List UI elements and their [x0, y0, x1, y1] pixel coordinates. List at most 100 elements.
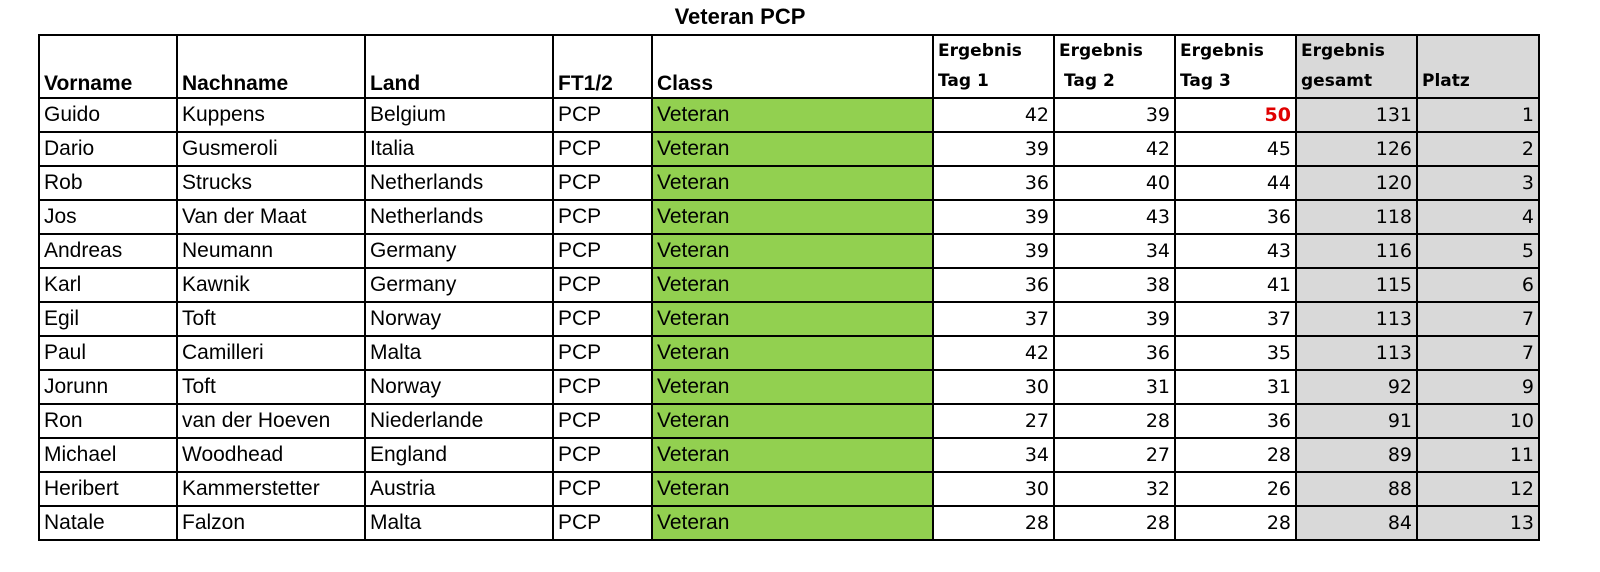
cell-gesamt: 113 — [1295, 335, 1418, 371]
header-gesamt-line2: gesamt — [1301, 71, 1373, 91]
cell-class: Veteran — [651, 97, 934, 133]
cell-tag3: 36 — [1174, 199, 1297, 235]
header-tag3-line1: Ergebnis — [1180, 41, 1264, 61]
cell-tag2: 39 — [1053, 301, 1176, 337]
cell-gesamt: 126 — [1295, 131, 1418, 167]
cell-gesamt: 89 — [1295, 437, 1418, 473]
table-row: Natale Falzon Malta PCP Veteran 28 28 28 84 13 — [38, 505, 1540, 541]
cell-tag2: 28 — [1053, 505, 1176, 541]
cell-platz: 7 — [1416, 335, 1540, 371]
cell-tag2: 31 — [1053, 369, 1176, 405]
cell-tag1: 36 — [932, 165, 1055, 201]
cell-vorname: Karl — [38, 267, 178, 303]
cell-class: Veteran — [651, 471, 934, 507]
results-table: Vorname Nachname Land FT1/2 Class Ergebn… — [38, 34, 1540, 541]
cell-tag2: 32 — [1053, 471, 1176, 507]
cell-land: Austria — [364, 471, 554, 507]
header-gesamt: Ergebnis gesamt — [1295, 34, 1418, 99]
cell-gesamt: 88 — [1295, 471, 1418, 507]
cell-ft: PCP — [552, 165, 653, 201]
header-ft: FT1/2 — [552, 34, 653, 99]
cell-tag3: 44 — [1174, 165, 1297, 201]
cell-class: Veteran — [651, 131, 934, 167]
cell-land: Norway — [364, 369, 554, 405]
cell-gesamt: 92 — [1295, 369, 1418, 405]
table-row: Ron van der Hoeven Niederlande PCP Veteran 27… — [38, 403, 1540, 439]
table-row: Rob Strucks Netherlands PCP Veteran 36 40 44 120… — [38, 165, 1540, 201]
cell-class: Veteran — [651, 335, 934, 371]
cell-tag2: 40 — [1053, 165, 1176, 201]
table-row: Jorunn Toft Norway PCP Veteran 30 31 31 92 9 — [38, 369, 1540, 405]
table-row: Jos Van der Maat Netherlands PCP Veteran 39 43… — [38, 199, 1540, 235]
cell-tag2: 36 — [1053, 335, 1176, 371]
cell-ft: PCP — [552, 267, 653, 303]
cell-gesamt: 131 — [1295, 97, 1418, 133]
cell-tag1: 39 — [932, 233, 1055, 269]
cell-tag3: 41 — [1174, 267, 1297, 303]
cell-platz: 7 — [1416, 301, 1540, 337]
cell-land: England — [364, 437, 554, 473]
cell-vorname: Paul — [38, 335, 178, 371]
cell-platz: 3 — [1416, 165, 1540, 201]
cell-platz: 4 — [1416, 199, 1540, 235]
cell-nachname: Woodhead — [176, 437, 366, 473]
cell-platz: 12 — [1416, 471, 1540, 507]
table-row: Paul Camilleri Malta PCP Veteran 42 36 35 113 7 — [38, 335, 1540, 371]
cell-nachname: Toft — [176, 369, 366, 405]
cell-tag3: 28 — [1174, 505, 1297, 541]
cell-tag1: 42 — [932, 335, 1055, 371]
cell-tag2: 27 — [1053, 437, 1176, 473]
header-tag1-line1: Ergebnis — [938, 41, 1022, 61]
cell-tag3: 28 — [1174, 437, 1297, 473]
header-land: Land — [364, 34, 554, 99]
cell-tag1: 30 — [932, 471, 1055, 507]
header-gesamt-line1: Ergebnis — [1301, 41, 1385, 61]
cell-ft: PCP — [552, 233, 653, 269]
cell-land: Niederlande — [364, 403, 554, 439]
cell-land: Belgium — [364, 97, 554, 133]
cell-nachname: Van der Maat — [176, 199, 366, 235]
table-row: Andreas Neumann Germany PCP Veteran 39 34 43 116… — [38, 233, 1540, 269]
cell-class: Veteran — [651, 165, 934, 201]
cell-ft: PCP — [552, 131, 653, 167]
cell-vorname: Guido — [38, 97, 178, 133]
cell-land: Italia — [364, 131, 554, 167]
cell-platz: 6 — [1416, 267, 1540, 303]
cell-nachname: Falzon — [176, 505, 366, 541]
cell-ft: PCP — [552, 199, 653, 235]
cell-land: Netherlands — [364, 165, 554, 201]
cell-nachname: Strucks — [176, 165, 366, 201]
cell-vorname: Egil — [38, 301, 178, 337]
cell-platz: 2 — [1416, 131, 1540, 167]
cell-tag1: 28 — [932, 505, 1055, 541]
header-tag1: Ergebnis Tag 1 — [932, 34, 1055, 99]
cell-land: Netherlands — [364, 199, 554, 235]
cell-gesamt: 116 — [1295, 233, 1418, 269]
cell-land: Norway — [364, 301, 554, 337]
table-row: Dario Gusmeroli Italia PCP Veteran 39 42 45 126 2 — [38, 131, 1540, 167]
cell-gesamt: 115 — [1295, 267, 1418, 303]
cell-vorname: Jos — [38, 199, 178, 235]
results-body: Guido Kuppens Belgium PCP Veteran 42 39 50 131 1 D… — [38, 97, 1540, 541]
cell-platz: 5 — [1416, 233, 1540, 269]
cell-tag3: 35 — [1174, 335, 1297, 371]
cell-gesamt: 91 — [1295, 403, 1418, 439]
header-tag2-line2: Tag 2 — [1064, 71, 1115, 91]
cell-tag1: 36 — [932, 267, 1055, 303]
cell-nachname: van der Hoeven — [176, 403, 366, 439]
header-vorname: Vorname — [38, 34, 178, 99]
table-row: Egil Toft Norway PCP Veteran 37 39 37 113 7 — [38, 301, 1540, 337]
cell-tag3: 36 — [1174, 403, 1297, 439]
cell-vorname: Ron — [38, 403, 178, 439]
cell-vorname: Rob — [38, 165, 178, 201]
cell-gesamt: 120 — [1295, 165, 1418, 201]
header-class: Class — [651, 34, 934, 99]
cell-tag3: 45 — [1174, 131, 1297, 167]
header-tag2: Ergebnis Tag 2 — [1053, 34, 1176, 99]
cell-vorname: Michael — [38, 437, 178, 473]
cell-ft: PCP — [552, 437, 653, 473]
cell-nachname: Camilleri — [176, 335, 366, 371]
cell-gesamt: 113 — [1295, 301, 1418, 337]
cell-class: Veteran — [651, 301, 934, 337]
cell-vorname: Natale — [38, 505, 178, 541]
